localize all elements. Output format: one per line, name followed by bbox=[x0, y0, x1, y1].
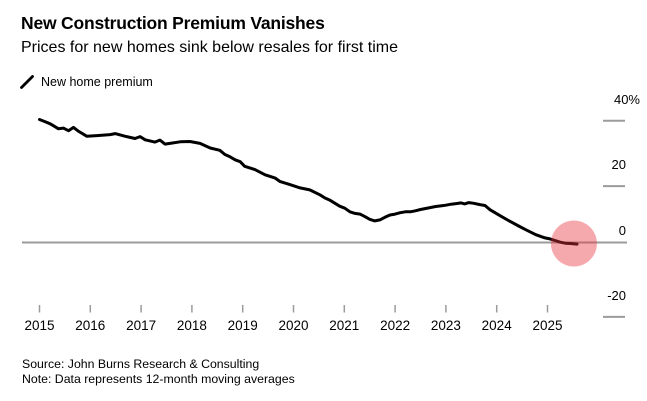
x-axis-label: 2022 bbox=[380, 318, 411, 333]
page-title: New Construction Premium Vanishes bbox=[21, 13, 325, 33]
x-axis-label: 2017 bbox=[126, 318, 157, 333]
data-line-new-home-premium bbox=[38, 118, 579, 246]
highlight-circle bbox=[550, 220, 597, 267]
line-slash-icon bbox=[20, 75, 34, 89]
x-axis-label: 2024 bbox=[481, 318, 512, 333]
y-axis-label: 40% bbox=[613, 91, 640, 107]
x-axis-label: 2020 bbox=[278, 318, 309, 333]
chart-subtitle: Prices for new homes sink below resales … bbox=[21, 39, 399, 56]
x-axis-label: 2019 bbox=[227, 318, 258, 333]
y-axis-label: -20 bbox=[607, 287, 626, 303]
x-axis-label: 2015 bbox=[24, 318, 55, 333]
x-axis-label: 2025 bbox=[532, 318, 563, 333]
x-axis-label: 2018 bbox=[176, 318, 207, 333]
legend: New home premium bbox=[20, 75, 153, 89]
x-axis-label: 2023 bbox=[430, 318, 461, 333]
footer: Source: John Burns Research & Consulting… bbox=[22, 357, 295, 387]
source-text: Source: John Burns Research & Consulting bbox=[22, 357, 260, 371]
note-text: Note: Data represents 12-month moving av… bbox=[22, 372, 295, 386]
y-axis-label: 20 bbox=[611, 157, 626, 173]
x-axis-label: 2021 bbox=[329, 318, 360, 333]
legend-label: New home premium bbox=[41, 75, 153, 89]
y-axis-label: 0 bbox=[618, 222, 626, 238]
x-axis-label: 2016 bbox=[75, 318, 106, 333]
